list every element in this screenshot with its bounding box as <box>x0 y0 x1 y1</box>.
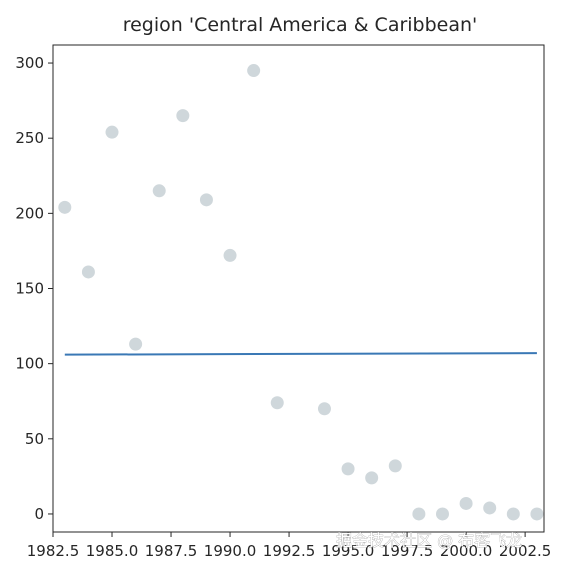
x-tick-label: 1997.5 <box>381 542 434 560</box>
trend-line <box>64 352 537 356</box>
x-tick-label: 1992.5 <box>263 542 316 560</box>
y-axis: 0 50 100 150 200 250 300 <box>15 54 53 523</box>
scatter-point <box>176 109 190 123</box>
x-tick-label: 2002.5 <box>499 542 552 560</box>
watermark-text: 掘金技术社区 @ 布客飞龙 <box>336 531 522 550</box>
x-axis: 1982.5 1985.0 1987.5 1990.0 1992.5 1995.0 1997… <box>27 532 552 560</box>
y-tick-label: 200 <box>15 204 44 222</box>
y-tick-label: 300 <box>15 54 44 72</box>
scatter-point <box>58 200 72 214</box>
scatter-point <box>412 507 426 521</box>
scatter-point <box>341 462 355 476</box>
scatter-point <box>388 459 402 473</box>
scatter-point <box>317 402 331 416</box>
scatter-point <box>483 501 497 515</box>
x-tick-label: 2000.0 <box>440 542 493 560</box>
scatter-point <box>247 64 261 78</box>
y-tick-label: 100 <box>15 355 44 373</box>
scatter-point <box>270 396 284 410</box>
x-tick-label: 1990.0 <box>204 542 257 560</box>
scatter-point <box>81 265 95 279</box>
scatter-point <box>152 184 166 198</box>
scatter-point <box>506 507 520 521</box>
y-tick-label: 0 <box>34 505 44 523</box>
scatter-point <box>435 507 449 521</box>
y-tick-label: 250 <box>15 129 44 147</box>
x-tick-label: 1985.0 <box>86 542 139 560</box>
x-tick-label: 1995.0 <box>322 542 375 560</box>
scatter-point <box>199 193 213 207</box>
scatter-point <box>105 125 119 139</box>
x-tick-label: 1982.5 <box>27 542 80 560</box>
chart-title: region 'Central America & Caribbean' <box>123 14 478 36</box>
scatter-point <box>365 471 379 485</box>
y-tick-label: 150 <box>15 280 44 298</box>
scatter-point <box>530 507 544 521</box>
x-tick-label: 1987.5 <box>145 542 198 560</box>
scatter-point <box>129 337 143 351</box>
scatter-point <box>223 248 237 262</box>
plot-layer <box>58 64 544 521</box>
plot-area-frame <box>52 44 545 533</box>
y-tick-label: 50 <box>25 430 44 448</box>
scatter-point <box>459 496 473 510</box>
